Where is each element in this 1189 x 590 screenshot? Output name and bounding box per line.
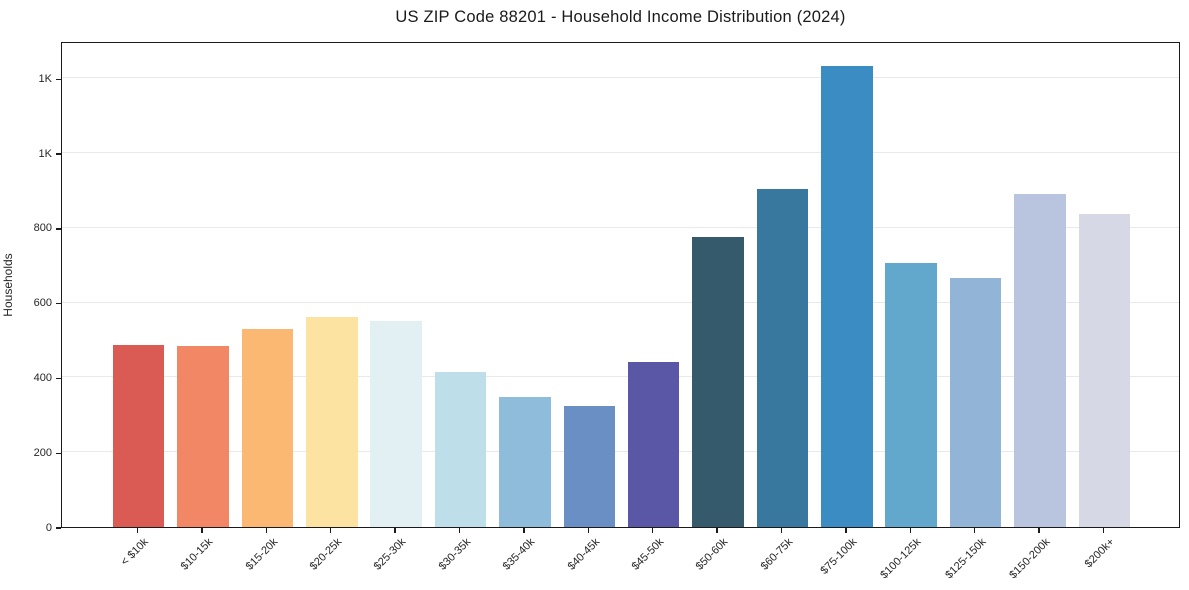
gridline-1000: [62, 152, 1179, 154]
x-tick-label-10: $60-75k: [758, 536, 795, 573]
x-tick-mark: [973, 528, 976, 533]
x-tick-mark: [201, 528, 203, 533]
x-tick-label-12: $100-125k: [878, 536, 924, 582]
gridline-1200: [62, 77, 1179, 79]
x-tick-label-4: $25-30k: [372, 536, 409, 573]
y-tick-mark: [56, 228, 61, 230]
y-tick-mark: [56, 302, 61, 305]
x-tick-mark: [265, 528, 268, 533]
gridline-600: [62, 301, 1179, 303]
y-tick-label: 600: [33, 297, 52, 310]
bar-150-200k: [1014, 194, 1066, 527]
x-tick-mark: [458, 528, 461, 533]
bar-100-125k: [885, 263, 937, 527]
x-tick-mark: [651, 528, 654, 533]
x-tick-mark: [909, 528, 911, 533]
bar-125-150k: [949, 278, 1002, 527]
plot-area: [61, 42, 1180, 528]
bar-35-40k: [499, 397, 551, 527]
x-tick-mark: [1102, 528, 1105, 533]
x-tick-mark: [136, 528, 139, 533]
bar-40-45k: [563, 405, 616, 527]
y-tick-label: 400: [33, 371, 52, 384]
y-tick-mark: [56, 452, 61, 454]
x-tick-label-2: $15-20k: [243, 536, 280, 573]
y-tick-mark: [56, 527, 61, 529]
bar-30-35k: [434, 371, 487, 527]
x-tick-mark: [716, 528, 718, 533]
bar-10k: [112, 344, 165, 527]
bar-200k: [1078, 213, 1131, 527]
bar-60-75k: [756, 188, 809, 527]
bar-20-25k: [306, 316, 358, 527]
x-tick-mark: [780, 528, 783, 533]
y-tick-label: 0: [45, 521, 52, 534]
y-tick-mark: [56, 377, 61, 380]
x-tick-mark: [1038, 528, 1040, 533]
bar-15-20k: [241, 328, 294, 527]
x-tick-label-6: $35-40k: [500, 536, 538, 573]
x-tick-label-8: $45-50k: [629, 536, 667, 573]
x-tick-label-3: $20-25k: [307, 536, 345, 573]
x-tick-label-5: $30-35k: [436, 536, 474, 573]
bar-25-30k: [370, 321, 422, 527]
x-tick-label-15: $200k+: [1082, 536, 1117, 571]
x-tick-label-11: $75-100k: [818, 536, 860, 577]
x-tick-label-13: $125-150k: [942, 536, 989, 582]
gridline-800: [62, 226, 1179, 228]
y-tick-mark: [56, 153, 61, 155]
x-tick-mark: [587, 528, 589, 533]
y-tick-mark: [56, 78, 61, 81]
gridline-200: [62, 451, 1179, 453]
x-tick-mark: [330, 528, 332, 533]
x-tick-mark: [845, 528, 847, 533]
x-tick-mark: [394, 528, 396, 533]
y-tick-label: 1K: [38, 147, 52, 160]
x-tick-label-9: $50-60k: [693, 536, 731, 573]
x-tick-label-14: $150-200k: [1007, 536, 1053, 582]
gridline-400: [62, 376, 1179, 378]
chart-title: US ZIP Code 88201 - Household Income Dis…: [395, 8, 846, 26]
x-tick-label-7: $40-45k: [565, 536, 602, 573]
y-tick-label: 800: [33, 222, 52, 235]
y-tick-label: 200: [33, 446, 52, 459]
x-tick-label-0: < $10k: [119, 536, 152, 569]
x-tick-label-1: $10-15k: [178, 536, 216, 573]
x-tick-mark: [523, 528, 525, 533]
bar-75-100k: [821, 66, 873, 527]
bar-45-50k: [627, 362, 680, 527]
y-tick-label: 1K: [38, 72, 52, 85]
bar-10-15k: [177, 346, 229, 527]
bar-50-60k: [692, 237, 744, 527]
y-axis-label: Households: [1, 253, 15, 317]
